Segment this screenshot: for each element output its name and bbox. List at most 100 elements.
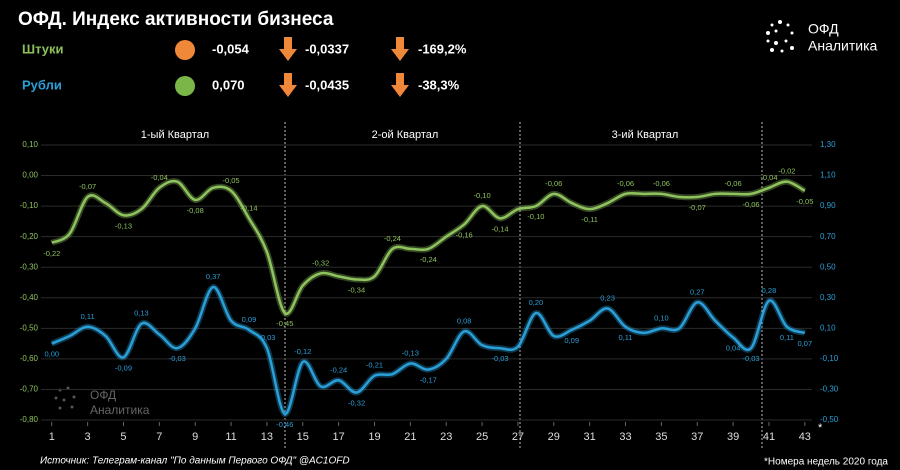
down-arrow (279, 37, 297, 61)
quarter-label: 1-ый Квартал (141, 129, 209, 141)
logo-icon (766, 20, 794, 53)
data-label: -0,06 (617, 179, 634, 188)
x-tick-label: 41 (763, 431, 775, 443)
data-label: -0,05 (796, 197, 813, 206)
x-tick-label: 11 (225, 431, 236, 443)
data-label: -0,10 (474, 191, 491, 200)
data-label: -0,06 (545, 179, 562, 188)
down-arrow (391, 37, 409, 61)
summary-change: -0,0435 (305, 77, 349, 92)
data-label: -0,08 (187, 206, 204, 215)
data-label: -0,24 (384, 234, 401, 243)
data-label: 0,10 (654, 313, 669, 322)
data-label: -0,21 (366, 361, 383, 370)
y-tick-label: 0,00 (22, 171, 38, 180)
data-label: 0,09 (564, 336, 579, 345)
y-tick-label: -0,40 (20, 293, 39, 302)
data-label: -0,12 (294, 347, 311, 356)
summary-change: -0,0337 (305, 41, 349, 56)
data-label: 0,04 (726, 343, 741, 352)
summary-change: -169,2% (418, 41, 467, 56)
y-tick-label: -0,80 (20, 415, 39, 424)
data-label: -0,03 (742, 354, 759, 363)
data-label: 0,08 (457, 316, 472, 325)
y-tick-label: -0,20 (20, 232, 39, 241)
x-tick-label: 23 (440, 431, 452, 443)
y2-tick-label: 0,70 (820, 232, 836, 241)
data-label: 0,07 (798, 339, 813, 348)
data-label: -0,32 (348, 398, 365, 407)
x-tick-label: 3 (85, 431, 91, 443)
data-label: 0,09 (242, 315, 257, 324)
data-label: -0,07 (689, 203, 706, 212)
data-label: -0,24 (420, 255, 437, 264)
data-label: 0,23 (600, 293, 615, 302)
data-label: -0,24 (330, 365, 347, 374)
legend-label: Штуки (22, 41, 63, 56)
logo-text: Аналитика (808, 38, 878, 54)
summary-change: -38,3% (418, 77, 460, 92)
data-label: -0,46 (276, 420, 293, 429)
y-tick-label: -0,10 (20, 201, 39, 210)
data-label: -0,07 (79, 182, 96, 191)
data-label: -0,04 (760, 173, 777, 182)
data-label: 0,11 (619, 333, 633, 342)
x-tick-label: 5 (120, 431, 126, 443)
data-label: -0,34 (348, 285, 365, 294)
x-tick-label: 29 (548, 431, 560, 443)
status-dot (175, 40, 195, 60)
y2-tick-label: 0,90 (820, 201, 836, 210)
y2-tick-label: 0,50 (820, 262, 836, 271)
quarter-label: 3-ий Квартал (612, 129, 679, 141)
series-line (51, 179, 806, 316)
x-tick-label: 33 (619, 431, 631, 443)
data-label: -0,11 (581, 215, 598, 224)
x-tick-label: 19 (368, 431, 380, 443)
data-label: -0,04 (151, 173, 168, 182)
x-tick-label: 13 (261, 431, 273, 443)
summary-index: 0,070 (212, 77, 245, 92)
down-arrow (279, 73, 297, 97)
down-arrow (391, 73, 409, 97)
x-tick-label: 21 (404, 431, 416, 443)
x-tick-label: 1 (49, 431, 55, 443)
data-label: -0,02 (778, 167, 795, 176)
x-tick-label: 17 (333, 431, 345, 443)
data-label: -0,14 (240, 203, 257, 212)
data-label: -0,03 (258, 333, 275, 342)
data-label: 0,13 (134, 309, 149, 318)
y2-tick-label: 0,30 (820, 293, 836, 302)
data-label: -0,32 (312, 258, 329, 267)
x-tick-label: 31 (584, 431, 596, 443)
x-tick-label: 25 (476, 431, 488, 443)
data-label: -0,13 (402, 348, 419, 357)
data-label: -0,03 (491, 354, 508, 363)
data-label: -0,03 (169, 354, 186, 363)
data-label: 0,00 (44, 350, 59, 359)
quarter-label: 2-ой Квартал (372, 129, 439, 141)
y2-tick-label: -0,10 (820, 354, 839, 363)
watermark-text: Аналитика (90, 403, 150, 417)
chart-title: ОФД. Индекс активности бизнеса (18, 9, 334, 30)
x-tick-label: 7 (156, 431, 162, 443)
y2-tick-label: -0,50 (820, 415, 839, 424)
data-label: 0,20 (529, 298, 544, 307)
x-tick-label: 27 (512, 431, 524, 443)
data-label: -0,45 (276, 319, 293, 328)
data-label: 0,11 (81, 312, 95, 321)
legend-label: Рубли (22, 77, 62, 92)
series-line (51, 285, 806, 416)
data-label: -0,17 (420, 376, 437, 385)
watermark-text: ОФД (90, 388, 116, 402)
x-tick-label: 43 (799, 431, 811, 443)
data-label: -0,06 (742, 200, 759, 209)
x-tick-label: 15 (297, 431, 309, 443)
data-label: -0,14 (491, 224, 508, 233)
x-tick-label: 9 (192, 431, 198, 443)
y2-tick-label: 0,10 (820, 323, 836, 332)
data-label: -0,09 (115, 363, 132, 372)
summary-index: -0,054 (212, 41, 250, 56)
logo-text: ОФД (808, 21, 839, 37)
status-dot (175, 76, 195, 96)
